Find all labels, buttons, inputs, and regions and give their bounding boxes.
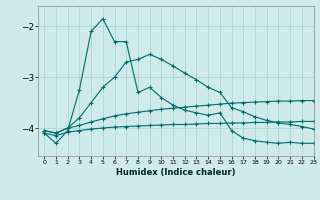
X-axis label: Humidex (Indice chaleur): Humidex (Indice chaleur) bbox=[116, 168, 236, 177]
